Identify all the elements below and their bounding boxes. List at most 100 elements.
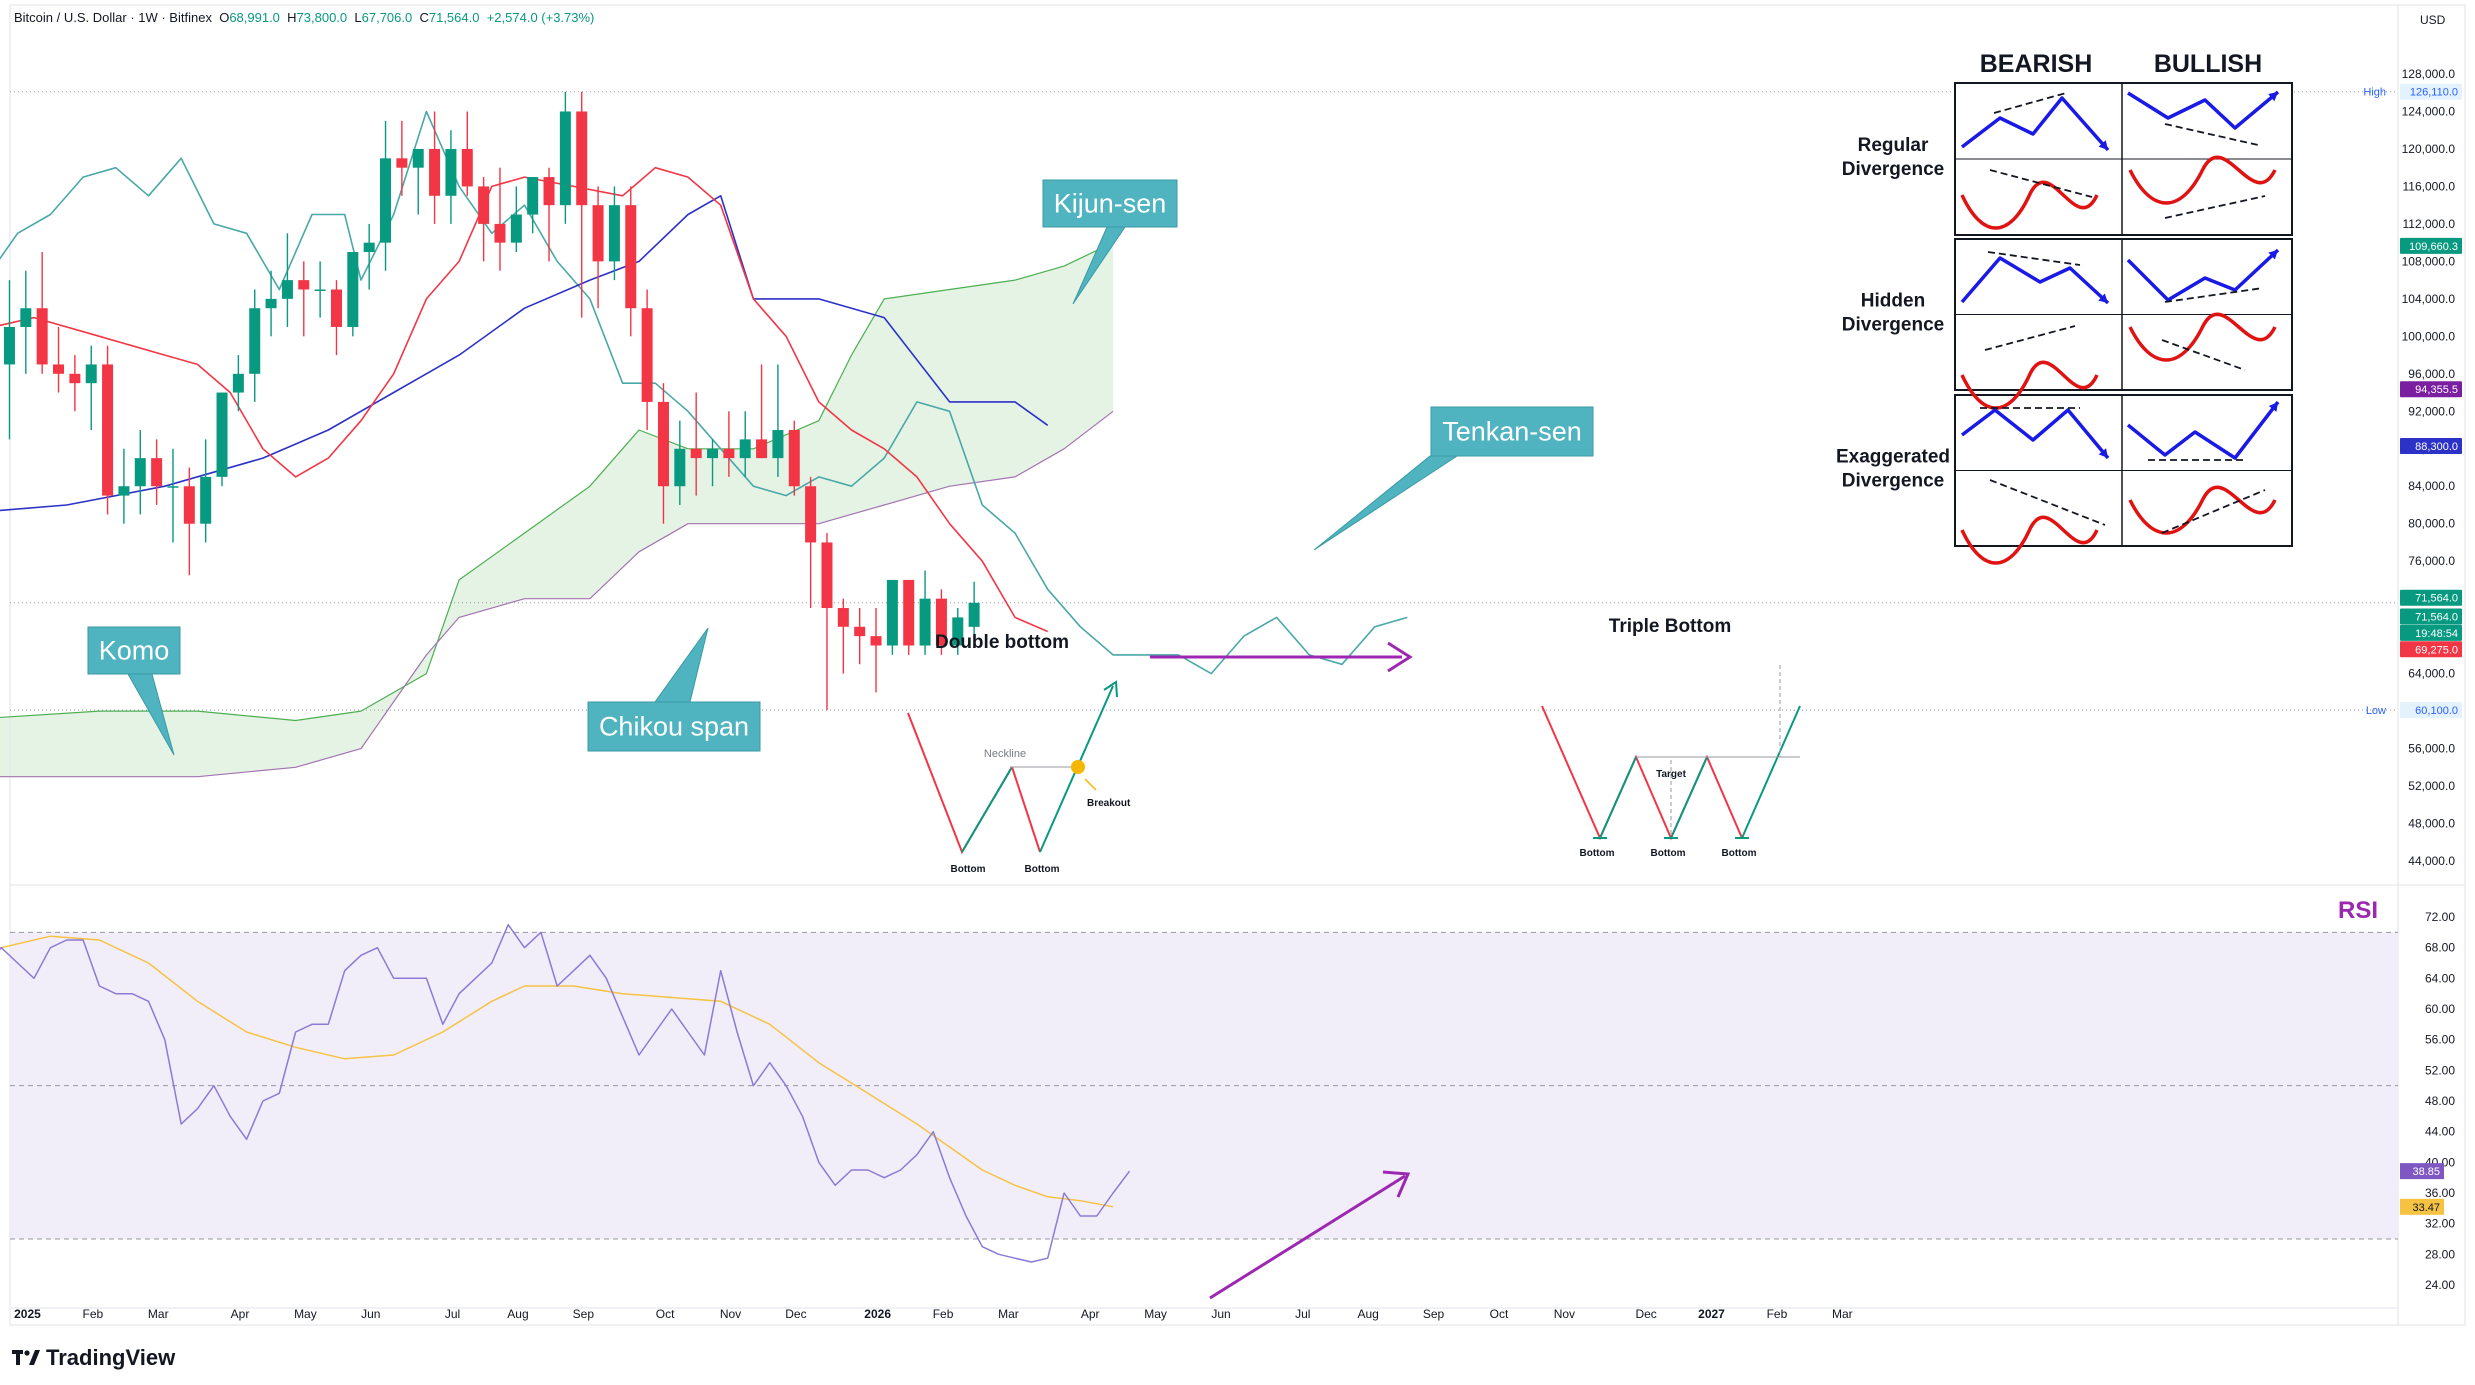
price-label: 71,564.0: [2400, 589, 2462, 606]
price-label-box: [2400, 589, 2462, 606]
price-label-box: [2400, 437, 2462, 454]
candle-body: [3, 326, 15, 365]
candle: [821, 533, 833, 711]
candle: [53, 326, 65, 393]
candle-body: [85, 364, 97, 384]
candle: [249, 289, 261, 402]
time-tick-label: May: [1144, 1307, 1167, 1321]
candle-body: [232, 373, 244, 393]
rsi-tick-label: 64.00: [2425, 971, 2455, 985]
candle-body: [788, 430, 800, 487]
candle-body: [821, 542, 833, 609]
candle-body: [870, 636, 882, 646]
candle-body: [739, 439, 751, 459]
high-value: 73,800.0: [296, 10, 348, 25]
hidden-bearish-price: [1960, 256, 2110, 305]
callout-shape: [1042, 179, 1178, 305]
candle-body: [200, 476, 212, 524]
candle: [625, 186, 637, 337]
breakout-dot: [1071, 760, 1085, 774]
candle-body: [707, 448, 719, 459]
triple-bottom-title: Triple Bottom: [1609, 616, 1731, 637]
candle: [543, 167, 555, 262]
triple-bottom-up-leg-3: [1741, 705, 1801, 839]
price-tick-label: 128,000.0: [2402, 67, 2456, 81]
candle-body: [216, 392, 228, 477]
candle: [102, 345, 114, 515]
divergence-trendline: [1989, 479, 2106, 526]
time-tick-label: Jul: [1295, 1307, 1310, 1321]
price-label: 69,275.0: [2400, 641, 2462, 658]
rsi-tick-label: 36.00: [2425, 1186, 2455, 1200]
callout-text: Tenkan-sen: [1442, 417, 1582, 447]
price-tick-label: 44,000.0: [2408, 854, 2455, 868]
triple-bottom-label-3: Bottom: [1722, 848, 1757, 859]
price-label-text: 109,660.3: [2409, 241, 2458, 253]
exaggerated-bullish-rsi: [2128, 485, 2277, 535]
candle-body: [134, 458, 146, 487]
candle-body: [167, 486, 179, 488]
candle-body: [281, 280, 293, 299]
candle-body: [756, 439, 768, 459]
regular-bullish-price-head: [2268, 92, 2278, 102]
candle: [788, 420, 800, 496]
candle: [854, 608, 866, 665]
time-tick-label: 2026: [864, 1307, 891, 1321]
price-tick-label: 124,000.0: [2402, 104, 2456, 118]
rsi-divergence-arrowhead: [1382, 1170, 1411, 1198]
price-label-box: [2400, 608, 2462, 625]
time-tick-label: Dec: [1635, 1307, 1656, 1321]
price-label: 94,355.5: [2400, 381, 2462, 398]
price-label-text: 69,275.0: [2415, 644, 2458, 656]
divergence-trendline: [1987, 251, 2081, 266]
senkou-span-b-line: [0, 410, 1114, 778]
symbol-title[interactable]: Bitcoin / U.S. Dollar · 1W · Bitfinex: [14, 10, 212, 25]
callout-chikou-span: Chikou span: [587, 627, 761, 752]
tradingview-logo-icon: [12, 1350, 40, 1365]
candle-body: [363, 242, 375, 253]
divergence-label-2: Divergence: [1842, 159, 1944, 180]
divergence-trendline: [2161, 489, 2266, 534]
time-tick-label: Nov: [720, 1307, 741, 1321]
candle-body: [20, 308, 32, 327]
candle-body: [118, 486, 130, 496]
double-bottom-label-2: Bottom: [1025, 864, 1060, 875]
callouts: Kijun-sen Tenkan-sen Komo Chikou span: [87, 179, 1594, 756]
candle: [952, 608, 964, 655]
close-value: 71,564.0: [428, 10, 480, 25]
change-value: +2,574.0 (+3.73%): [486, 10, 595, 25]
hidden-bullish-price-head: [2268, 250, 2278, 260]
candle: [461, 111, 473, 196]
grid-lines: [9, 4, 2466, 1326]
hidden-bullish-price: [2126, 248, 2280, 302]
time-tick-label: Jul: [445, 1307, 460, 1321]
triple-bottom-up-leg-2: [1670, 756, 1708, 839]
hidden-bearish-rsi: [1960, 360, 2099, 410]
time-tick-label: Aug: [1357, 1307, 1378, 1321]
candle-body: [559, 111, 571, 206]
divergence-label-1: Regular: [1858, 135, 1929, 156]
candle: [85, 345, 97, 431]
candle-body: [494, 223, 506, 243]
candle: [298, 261, 310, 337]
chart-frame: [9, 4, 2466, 1326]
candle: [772, 364, 784, 477]
candle: [968, 581, 980, 639]
candle: [216, 392, 228, 487]
callout-shape: [1313, 406, 1594, 551]
divergence-trendline: [2164, 287, 2264, 303]
symbol-header: Bitcoin / U.S. Dollar · 1W · Bitfinex O6…: [14, 10, 595, 25]
triple-bottom-up-leg-1: [1599, 756, 1637, 839]
price-tick-label: 100,000.0: [2402, 329, 2456, 343]
tradingview-logo[interactable]: TradingView: [12, 1345, 175, 1371]
pattern-drawings: Double bottom Neckline Breakout Bottom Botto…: [907, 616, 1801, 875]
candle: [429, 111, 441, 224]
candle-body: [347, 252, 359, 327]
col-bearish: BEARISH: [1980, 50, 2093, 78]
currency-label: USD: [2420, 13, 2446, 27]
candle-body: [429, 148, 441, 196]
candle-body: [968, 602, 980, 627]
candle-body: [380, 158, 392, 243]
candles: [3, 91, 980, 711]
